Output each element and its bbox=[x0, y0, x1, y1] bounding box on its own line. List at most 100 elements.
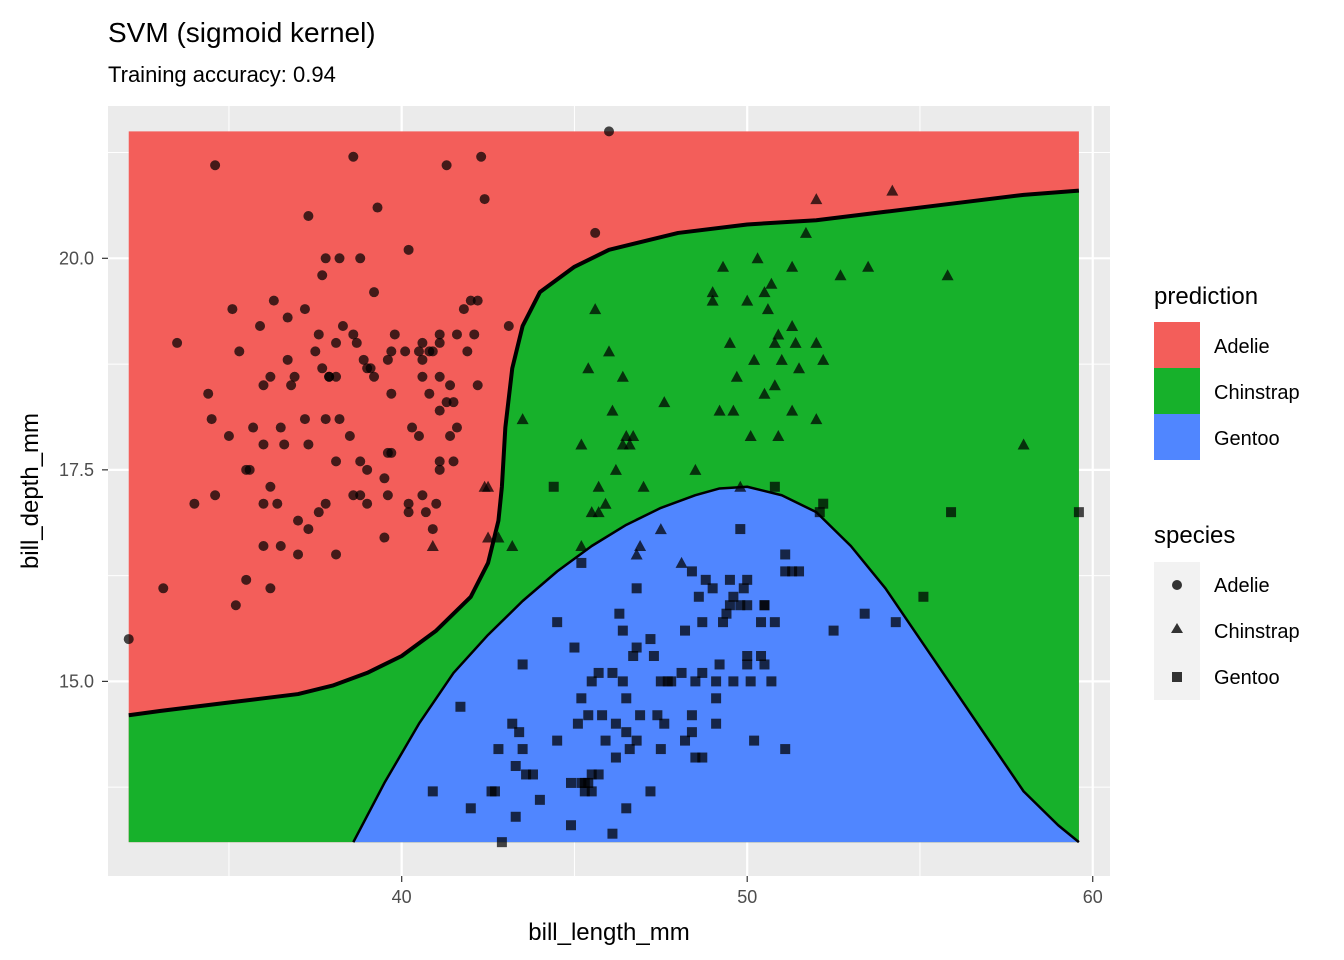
point-adelie bbox=[462, 346, 473, 357]
point-chinstrap bbox=[768, 379, 781, 391]
prediction-legend: prediction Adelie Chinstrap Gentoo bbox=[1154, 283, 1300, 460]
point-adelie bbox=[348, 490, 359, 501]
point-adelie bbox=[386, 388, 397, 399]
chart-title: SVM (sigmoid kernel) bbox=[108, 17, 376, 48]
legend-label-chinstrap: Chinstrap bbox=[1214, 382, 1300, 404]
point-gentoo bbox=[593, 769, 604, 780]
point-gentoo bbox=[780, 744, 791, 755]
point-adelie bbox=[358, 354, 369, 365]
point-chinstrap bbox=[706, 294, 719, 306]
point-adelie bbox=[348, 151, 359, 162]
legend-key-adelie bbox=[1154, 322, 1200, 368]
legend-label-adelie: Adelie bbox=[1214, 336, 1270, 358]
point-gentoo bbox=[514, 727, 525, 738]
point-gentoo bbox=[617, 625, 628, 636]
point-adelie bbox=[379, 473, 390, 484]
point-chinstrap bbox=[689, 463, 702, 475]
point-gentoo bbox=[728, 676, 739, 687]
point-chinstrap bbox=[482, 480, 495, 492]
point-chinstrap bbox=[834, 269, 847, 281]
legend-label-adelie: Adelie bbox=[1214, 575, 1270, 597]
point-adelie bbox=[417, 371, 428, 382]
point-gentoo bbox=[742, 574, 753, 585]
point-adelie bbox=[427, 524, 438, 535]
point-gentoo bbox=[714, 659, 725, 670]
point-adelie bbox=[417, 490, 428, 501]
x-tick-label: 50 bbox=[737, 887, 757, 907]
point-chinstrap bbox=[810, 336, 823, 348]
point-gentoo bbox=[745, 676, 756, 687]
point-gentoo bbox=[728, 591, 739, 602]
point-chinstrap bbox=[623, 438, 636, 450]
point-gentoo bbox=[769, 617, 780, 628]
point-gentoo bbox=[735, 600, 746, 611]
point-chinstrap bbox=[603, 345, 615, 357]
point-gentoo bbox=[600, 735, 611, 746]
point-gentoo bbox=[534, 794, 545, 805]
point-adelie bbox=[434, 456, 445, 467]
point-gentoo bbox=[576, 557, 587, 568]
point-gentoo bbox=[686, 710, 697, 721]
point-chinstrap bbox=[768, 336, 781, 348]
point-adelie bbox=[424, 388, 435, 399]
point-adelie bbox=[403, 244, 414, 255]
point-adelie bbox=[275, 422, 286, 433]
point-adelie bbox=[317, 363, 328, 374]
point-chinstrap bbox=[744, 430, 757, 441]
point-gentoo bbox=[718, 617, 729, 628]
point-gentoo bbox=[749, 735, 760, 746]
point-adelie bbox=[369, 287, 380, 298]
point-gentoo bbox=[711, 718, 722, 729]
point-chinstrap bbox=[786, 404, 799, 416]
point-adelie bbox=[355, 490, 366, 501]
point-gentoo bbox=[621, 727, 632, 738]
point-gentoo bbox=[631, 583, 642, 594]
decision-boundary-line bbox=[128, 188, 1080, 718]
point-adelie bbox=[158, 583, 169, 594]
point-adelie bbox=[445, 380, 456, 391]
point-adelie bbox=[303, 439, 314, 450]
point-adelie bbox=[258, 439, 269, 450]
point-gentoo bbox=[711, 693, 722, 704]
legend-key-gentoo bbox=[1154, 414, 1200, 460]
point-adelie bbox=[172, 337, 183, 348]
point-gentoo bbox=[780, 566, 791, 577]
point-chinstrap bbox=[506, 540, 519, 551]
point-gentoo bbox=[510, 811, 521, 822]
point-chinstrap bbox=[723, 336, 736, 348]
y-axis-title: bill_depth_mm bbox=[17, 413, 44, 569]
point-gentoo bbox=[697, 752, 708, 763]
point-chinstrap bbox=[627, 430, 640, 441]
point-gentoo bbox=[489, 786, 500, 797]
point-adelie bbox=[334, 414, 345, 425]
point-gentoo bbox=[766, 676, 777, 687]
point-chinstrap bbox=[582, 362, 595, 374]
decision-boundary-line bbox=[352, 485, 1080, 844]
point-chinstrap bbox=[592, 480, 605, 492]
point-chinstrap bbox=[862, 260, 875, 272]
point-adelie bbox=[413, 431, 424, 441]
point-adelie bbox=[189, 498, 200, 509]
point-adelie bbox=[379, 532, 390, 543]
point-adelie bbox=[604, 126, 614, 137]
point-adelie bbox=[293, 549, 304, 560]
point-adelie bbox=[241, 574, 252, 585]
point-gentoo bbox=[593, 667, 604, 678]
point-adelie bbox=[331, 549, 342, 560]
point-gentoo bbox=[890, 617, 901, 628]
point-chinstrap bbox=[734, 480, 747, 492]
point-gentoo bbox=[659, 718, 670, 729]
point-adelie bbox=[310, 346, 321, 357]
point-adelie bbox=[258, 498, 269, 509]
point-chinstrap bbox=[592, 506, 605, 518]
point-adelie bbox=[445, 431, 456, 441]
point-adelie bbox=[451, 422, 462, 433]
point-adelie bbox=[230, 600, 241, 611]
point-adelie bbox=[469, 329, 480, 340]
chart-subtitle: Training accuracy: 0.94 bbox=[108, 62, 336, 87]
point-chinstrap bbox=[616, 370, 629, 382]
point-gentoo bbox=[680, 625, 691, 636]
point-gentoo bbox=[521, 769, 532, 780]
point-gentoo bbox=[617, 676, 628, 687]
point-gentoo bbox=[655, 676, 666, 687]
